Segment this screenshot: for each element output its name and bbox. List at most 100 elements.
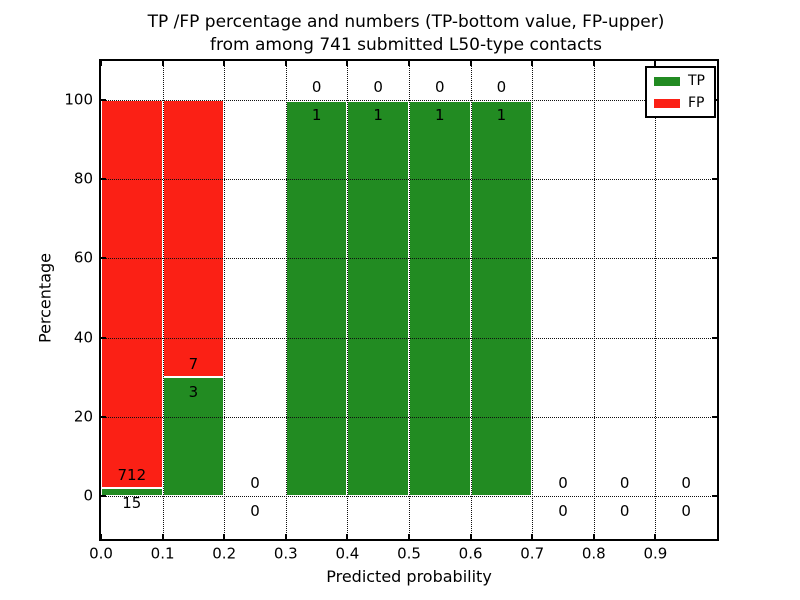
x-tick-label: 0.1 [150,544,175,563]
x-tick-label: 0.0 [89,544,113,563]
y-tick-mark-left [101,336,106,339]
bar-segment-tp [347,100,409,496]
y-tick-mark-left [101,415,106,418]
legend-swatch-fp [654,98,680,108]
x-tick-mark-top [161,61,164,66]
x-tick-label: 0.3 [273,544,298,563]
grid-line-horizontal [101,179,717,181]
tp-count-label: 1 [373,106,383,124]
fp-count-label: 0 [311,78,322,96]
y-tick-mark-right [712,336,717,339]
x-tick-label: 0.9 [643,544,668,563]
y-tick-mark-left [101,257,106,260]
grid-line-vertical [409,61,410,539]
tp-count-label: 1 [435,106,445,124]
bar-segment-tp [162,377,225,496]
grid-line-vertical [162,61,164,539]
fp-count-label: 0 [373,78,383,96]
legend-item-fp: FP [654,96,707,110]
y-tick-label: 80 [73,169,93,188]
y-tick-mark-right [712,257,717,260]
y-tick-mark-left [101,178,106,181]
x-tick-mark-top [592,61,595,66]
grid-line-horizontal [101,416,717,418]
tp-count-label: 0 [619,502,630,520]
grid-line-vertical [532,61,534,539]
x-tick-mark-bottom [284,534,287,539]
grid-line-vertical [347,61,349,539]
legend-label-fp: FP [688,95,705,111]
tp-count-label: 15 [122,493,142,512]
tp-count-label: 1 [311,106,322,124]
fp-count-label: 0 [681,474,691,492]
legend-item-tp: TP [654,74,707,88]
chart-title-line-1: TP /FP percentage and numbers (TP-bottom… [147,12,665,32]
grid-line-horizontal [101,100,717,101]
x-tick-label: 0.2 [212,544,237,563]
fp-count-label: 712 [117,465,147,484]
tp-count-label: 1 [496,106,507,124]
grid-line-vertical [593,61,595,539]
x-tick-label: 0.5 [397,544,421,563]
x-tick-label: 0.4 [335,544,360,563]
fp-count-label: 0 [619,474,630,492]
x-axis-label: Predicted probability [326,567,492,586]
grid-line-vertical [470,61,472,539]
grid-line-vertical [655,61,657,539]
x-tick-mark-bottom [100,534,102,539]
bar-segment-fp [101,100,163,488]
x-tick-label: 0.7 [520,544,545,563]
x-tick-mark-bottom [469,534,472,539]
y-tick-mark-right [712,178,717,181]
chart-title: TP /FP percentage and numbers (TP-bottom… [12,11,800,57]
y-tick-label: 20 [73,407,93,426]
fp-count-label: 0 [435,78,445,96]
fp-count-label: 7 [188,355,199,374]
legend: TP FP [645,66,716,118]
x-tick-mark-bottom [408,534,410,539]
y-tick-label: 60 [73,248,93,267]
plot-area: 712 15 7 3 0 0 0 1 0 1 0 1 0 1 0 0 0 0 0 0 [99,59,719,541]
x-tick-mark-bottom [592,534,595,539]
x-tick-mark-bottom [161,534,164,539]
bar-segment-fp [162,100,225,378]
y-tick-label: 40 [73,328,93,347]
grid-line-horizontal [101,496,717,497]
x-tick-mark-top [223,61,226,66]
fp-count-label: 0 [558,474,568,492]
grid-line-vertical [285,61,287,539]
x-tick-mark-top [654,61,657,66]
grid-line-horizontal [101,337,717,339]
bar-segment-tp [101,487,163,496]
x-tick-mark-top [408,61,410,66]
fp-count-label: 0 [250,474,260,492]
y-tick-mark-left [101,99,106,101]
tp-count-label: 0 [558,502,568,520]
grid-line-horizontal [101,258,717,260]
y-tick-mark-right [712,415,717,418]
x-tick-mark-top [284,61,287,66]
x-tick-mark-bottom [346,534,349,539]
chart-title-line-2: from among 741 submitted L50-type contac… [210,35,602,55]
legend-label-tp: TP [688,73,705,89]
tp-count-label: 0 [250,502,260,520]
y-tick-mark-right [712,495,717,497]
x-tick-label: 0.8 [581,544,606,563]
fp-count-label: 0 [496,78,507,96]
bar-segment-tp [470,100,533,496]
x-tick-mark-bottom [223,534,226,539]
tp-count-label: 3 [188,383,199,402]
x-tick-mark-bottom [654,534,657,539]
x-tick-mark-top [469,61,472,66]
x-tick-mark-bottom [531,534,534,539]
legend-swatch-tp [654,76,680,86]
bar-segment-tp [409,100,471,496]
tp-count-label: 0 [681,502,691,520]
x-tick-mark-top [100,61,102,66]
x-tick-mark-top [346,61,349,66]
y-tick-label: 100 [64,90,93,109]
bar-segment-tp [285,100,348,496]
x-tick-mark-top [531,61,534,66]
y-tick-mark-left [101,495,106,497]
